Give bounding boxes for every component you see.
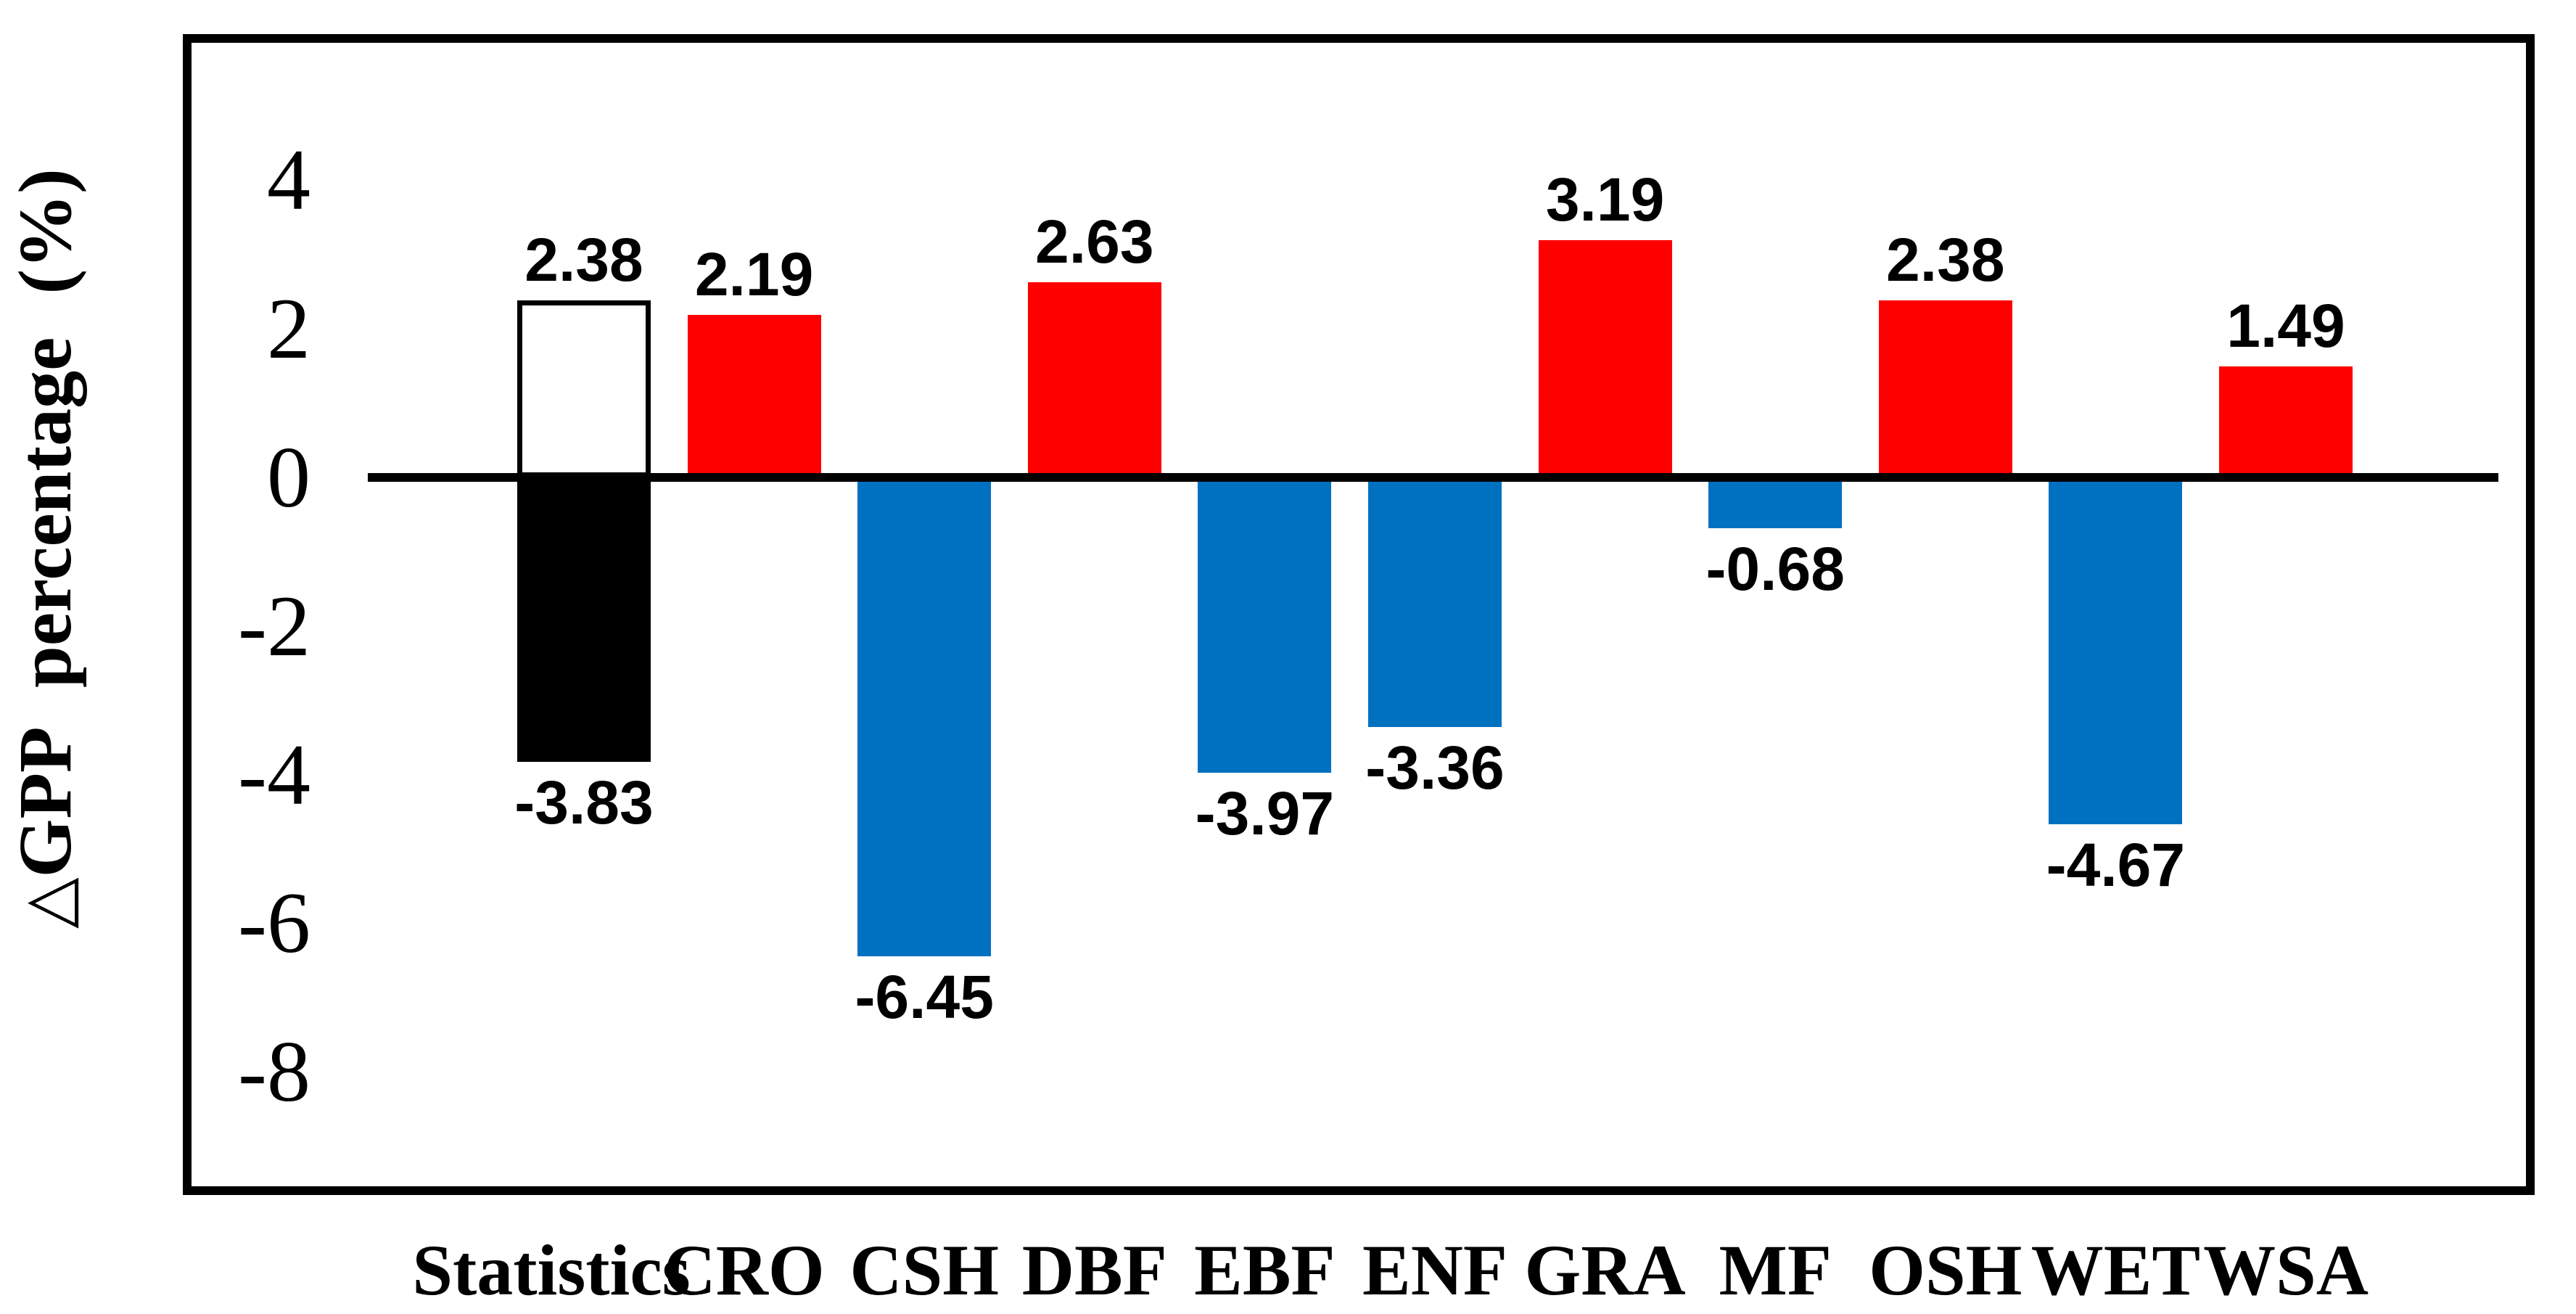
delta-symbol: △ bbox=[11, 877, 85, 929]
bar-statistics-negative bbox=[517, 477, 651, 763]
y-tick-label: 2 bbox=[267, 280, 310, 377]
y-tick-label: -8 bbox=[238, 1023, 310, 1120]
x-category-label-statistics: Statistics bbox=[412, 1230, 691, 1310]
bar-enf-negative bbox=[1368, 477, 1502, 728]
bar-value-label: -4.67 bbox=[2046, 831, 2186, 900]
bar-value-label: 1.49 bbox=[2226, 292, 2345, 361]
bar-value-label: -3.97 bbox=[1195, 779, 1335, 847]
zero-axis-line bbox=[368, 473, 2498, 482]
x-category-label-csh: CSH bbox=[849, 1230, 999, 1310]
x-category-label-osh: OSH bbox=[1869, 1230, 2022, 1310]
x-category-label-gra: GRA bbox=[1524, 1230, 1686, 1310]
bar-value-label: 2.63 bbox=[1035, 207, 1154, 276]
bar-gra-positive bbox=[1538, 240, 1672, 477]
bar-value-label: -0.68 bbox=[1705, 534, 1845, 603]
bar-value-label: 2.38 bbox=[524, 226, 643, 295]
x-category-label-ebf: EBF bbox=[1194, 1230, 1336, 1310]
bar-value-label: 2.38 bbox=[1886, 226, 2005, 295]
bar-value-label: -3.83 bbox=[514, 768, 654, 837]
x-category-label-wsa: WSA bbox=[2203, 1230, 2369, 1310]
bar-value-label: 3.19 bbox=[1545, 165, 1665, 234]
bar-cro-positive bbox=[687, 314, 821, 477]
y-tick-label: 0 bbox=[267, 429, 310, 525]
y-axis-title: △GPP percentage (%) bbox=[4, 168, 87, 929]
bar-mf-negative bbox=[1708, 477, 1843, 528]
x-category-label-mf: MF bbox=[1719, 1230, 1832, 1310]
bar-osh-positive bbox=[1878, 300, 2012, 477]
y-tick-label: -2 bbox=[238, 577, 310, 674]
y-tick-label: -6 bbox=[238, 874, 310, 972]
bar-statistics-positive bbox=[517, 300, 651, 477]
bar-wsa-positive bbox=[2219, 366, 2353, 477]
bar-value-label: -6.45 bbox=[855, 963, 994, 1032]
y-tick-label: -4 bbox=[238, 726, 310, 823]
x-category-label-cro: CRO bbox=[663, 1230, 825, 1310]
y-tick-label: 4 bbox=[267, 131, 310, 229]
bar-wet-negative bbox=[2049, 477, 2183, 825]
x-category-label-enf: ENF bbox=[1362, 1230, 1507, 1310]
x-category-label-wet: WET bbox=[2030, 1230, 2201, 1310]
bar-ebf-negative bbox=[1198, 477, 1332, 773]
x-category-label-dbf: DBF bbox=[1021, 1230, 1167, 1310]
bar-dbf-positive bbox=[1027, 282, 1161, 477]
bar-csh-negative bbox=[857, 477, 992, 957]
bar-value-label: 2.19 bbox=[694, 239, 814, 308]
bar-value-label: -3.36 bbox=[1365, 734, 1505, 802]
